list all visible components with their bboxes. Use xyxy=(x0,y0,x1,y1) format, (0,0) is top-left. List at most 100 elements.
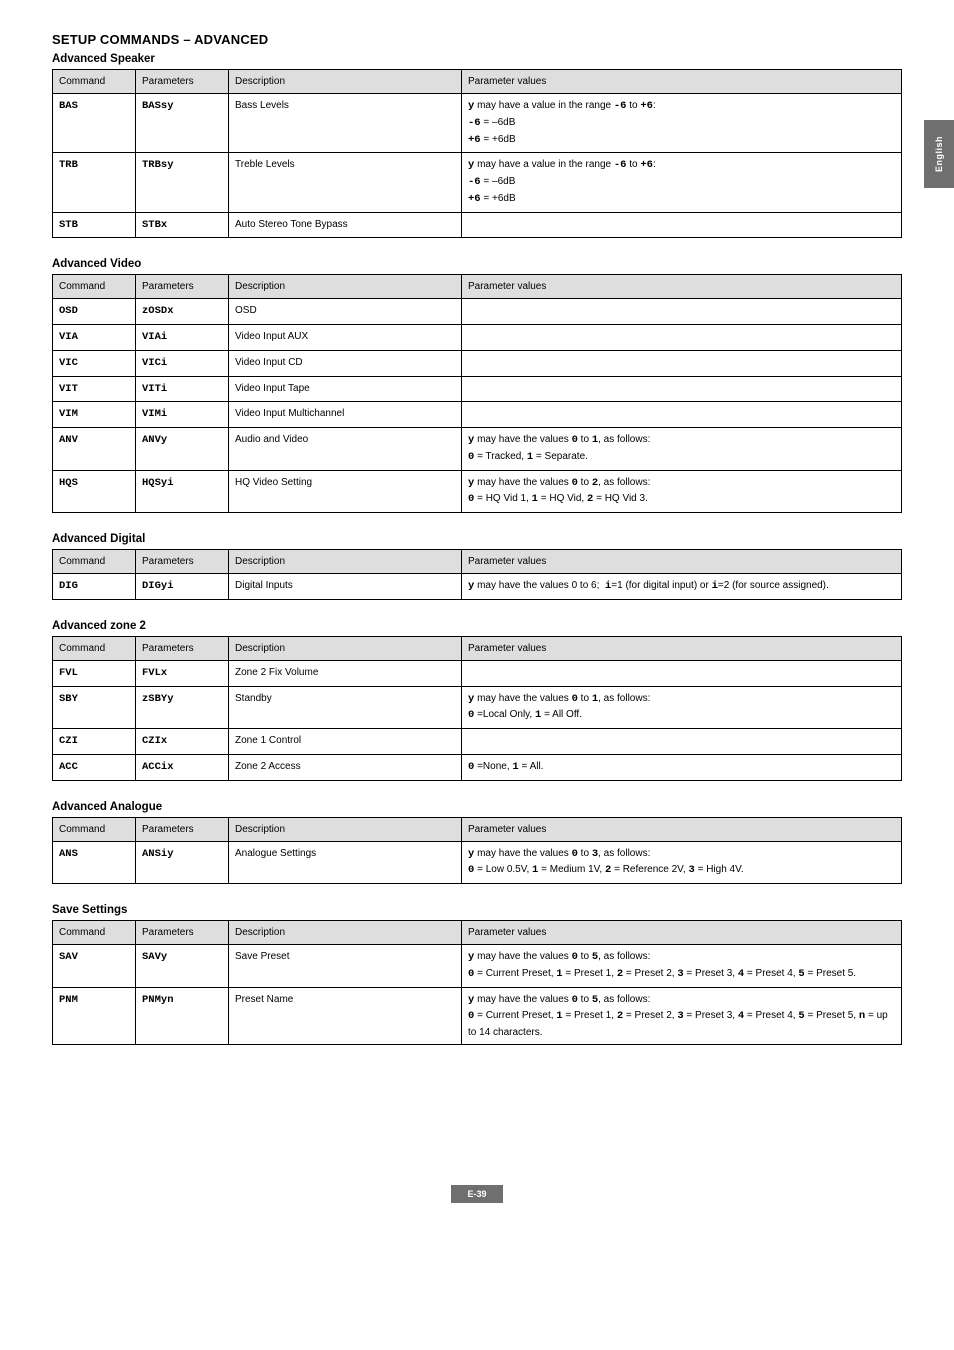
cell-parameter-values: y may have the values 0 to 6; i=1 (for d… xyxy=(462,574,902,600)
cell-command: BAS xyxy=(53,94,136,153)
subtitle-adv-zone2: Advanced zone 2 xyxy=(52,620,902,632)
page-number: E-39 xyxy=(451,1185,503,1203)
cell-parameters: TRBsy xyxy=(136,153,229,212)
cell-parameters: VICi xyxy=(136,350,229,376)
table-adv-digital: CommandParametersDescriptionParameter va… xyxy=(52,549,902,600)
cell-parameter-values xyxy=(462,376,902,402)
col-header-description: Description xyxy=(229,921,462,945)
cell-parameters: zSBYy xyxy=(136,686,229,729)
col-header-description: Description xyxy=(229,275,462,299)
cell-parameter-values: 0 =None, 1 = All. xyxy=(462,754,902,780)
table-row: STBSTBxAuto Stereo Tone Bypass xyxy=(53,212,902,238)
cell-command: VIA xyxy=(53,325,136,351)
cell-command: OSD xyxy=(53,299,136,325)
col-header-description: Description xyxy=(229,70,462,94)
col-header-parameters: Parameters xyxy=(136,550,229,574)
table-body: SAVSAVySave Presety may have the values … xyxy=(53,945,902,1045)
table-head: CommandParametersDescriptionParameter va… xyxy=(53,275,902,299)
cell-parameters: ACCix xyxy=(136,754,229,780)
table-row: VITVITiVideo Input Tape xyxy=(53,376,902,402)
table-adv-video: CommandParametersDescriptionParameter va… xyxy=(52,274,902,513)
col-header-parameters: Parameters xyxy=(136,817,229,841)
cell-description: Digital Inputs xyxy=(229,574,462,600)
cell-command: TRB xyxy=(53,153,136,212)
cell-parameters: VITi xyxy=(136,376,229,402)
table-body: DIGDIGyiDigital Inputsy may have the val… xyxy=(53,574,902,600)
col-header-parameter-values: Parameter values xyxy=(462,275,902,299)
table-adv-zone2: CommandParametersDescriptionParameter va… xyxy=(52,636,902,781)
cell-description: Save Preset xyxy=(229,945,462,988)
page: English SETUP COMMANDS – ADVANCED Advanc… xyxy=(0,0,954,1243)
table-body: FVLFVLxZone 2 Fix VolumeSBYzSBYyStandbyy… xyxy=(53,660,902,780)
table-head: CommandParametersDescriptionParameter va… xyxy=(53,636,902,660)
cell-parameter-values: y may have the values 0 to 1, as follows… xyxy=(462,428,902,471)
cell-description: Zone 2 Fix Volume xyxy=(229,660,462,686)
cell-description: Zone 2 Access xyxy=(229,754,462,780)
cell-parameters: FVLx xyxy=(136,660,229,686)
cell-description: Treble Levels xyxy=(229,153,462,212)
table-row: OSDzOSDxOSD xyxy=(53,299,902,325)
cell-command: HQS xyxy=(53,470,136,513)
cell-command: STB xyxy=(53,212,136,238)
cell-parameter-values xyxy=(462,350,902,376)
col-header-parameters: Parameters xyxy=(136,275,229,299)
cell-parameters: ANVy xyxy=(136,428,229,471)
cell-description: Video Input CD xyxy=(229,350,462,376)
col-header-parameter-values: Parameter values xyxy=(462,70,902,94)
section-title: SETUP COMMANDS – ADVANCED xyxy=(52,32,902,47)
cell-command: ACC xyxy=(53,754,136,780)
cell-parameter-values: y may have a value in the range -6 to +6… xyxy=(462,94,902,153)
col-header-command: Command xyxy=(53,921,136,945)
cell-parameter-values xyxy=(462,212,902,238)
cell-parameter-values xyxy=(462,402,902,428)
col-header-parameter-values: Parameter values xyxy=(462,550,902,574)
cell-parameters: DIGyi xyxy=(136,574,229,600)
col-header-command: Command xyxy=(53,636,136,660)
cell-parameters: HQSyi xyxy=(136,470,229,513)
cell-description: Audio and Video xyxy=(229,428,462,471)
table-row: PNMPNMynPreset Namey may have the values… xyxy=(53,987,902,1045)
cell-command: VIT xyxy=(53,376,136,402)
cell-parameters: VIMi xyxy=(136,402,229,428)
cell-parameter-values: y may have the values 0 to 5, as follows… xyxy=(462,987,902,1045)
cell-parameter-values xyxy=(462,660,902,686)
col-header-parameters: Parameters xyxy=(136,70,229,94)
table-row: DIGDIGyiDigital Inputsy may have the val… xyxy=(53,574,902,600)
cell-description: Standby xyxy=(229,686,462,729)
col-header-parameters: Parameters xyxy=(136,636,229,660)
cell-command: SBY xyxy=(53,686,136,729)
cell-parameters: VIAi xyxy=(136,325,229,351)
language-tab-label: English xyxy=(934,136,944,172)
table-row: VIAVIAiVideo Input AUX xyxy=(53,325,902,351)
subtitle-adv-analogue: Advanced Analogue xyxy=(52,801,902,813)
table-row: HQSHQSyiHQ Video Settingy may have the v… xyxy=(53,470,902,513)
col-header-parameter-values: Parameter values xyxy=(462,817,902,841)
col-header-command: Command xyxy=(53,275,136,299)
table-row: SBYzSBYyStandbyy may have the values 0 t… xyxy=(53,686,902,729)
table-row: SAVSAVySave Presety may have the values … xyxy=(53,945,902,988)
cell-parameters: zOSDx xyxy=(136,299,229,325)
table-row: VICVICiVideo Input CD xyxy=(53,350,902,376)
cell-parameter-values xyxy=(462,729,902,755)
language-tab: English xyxy=(924,120,954,188)
subtitle-save-settings: Save Settings xyxy=(52,904,902,916)
cell-parameters: ANSiy xyxy=(136,841,229,884)
table-head: CommandParametersDescriptionParameter va… xyxy=(53,550,902,574)
table-head: CommandParametersDescriptionParameter va… xyxy=(53,70,902,94)
cell-parameters: SAVy xyxy=(136,945,229,988)
cell-parameter-values: y may have the values 0 to 2, as follows… xyxy=(462,470,902,513)
table-body: OSDzOSDxOSDVIAVIAiVideo Input AUXVICVICi… xyxy=(53,299,902,513)
cell-description: HQ Video Setting xyxy=(229,470,462,513)
table-head: CommandParametersDescriptionParameter va… xyxy=(53,921,902,945)
table-adv-speaker: CommandParametersDescriptionParameter va… xyxy=(52,69,902,238)
col-header-command: Command xyxy=(53,550,136,574)
cell-command: ANS xyxy=(53,841,136,884)
cell-parameters: BASsy xyxy=(136,94,229,153)
col-header-description: Description xyxy=(229,817,462,841)
col-header-command: Command xyxy=(53,817,136,841)
cell-description: Video Input Tape xyxy=(229,376,462,402)
table-body: ANSANSiyAnalogue Settingsy may have the … xyxy=(53,841,902,884)
cell-command: DIG xyxy=(53,574,136,600)
table-row: TRBTRBsyTreble Levelsy may have a value … xyxy=(53,153,902,212)
cell-parameters: CZIx xyxy=(136,729,229,755)
